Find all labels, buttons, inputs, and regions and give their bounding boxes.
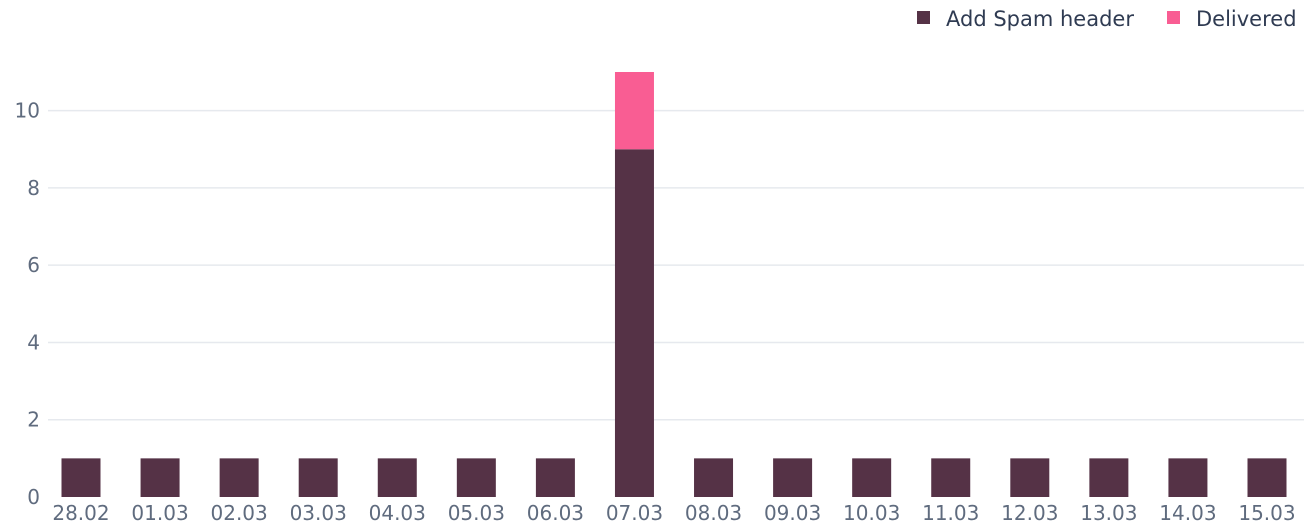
bar-add-spam-header-08.03[interactable] [694,458,734,497]
x-tick-label: 02.03 [211,501,268,524]
x-tick-label: 11.03 [922,501,979,524]
bar-add-spam-header-02.03[interactable] [219,458,259,497]
x-tick-label: 03.03 [290,501,347,524]
bar-add-spam-header-13.03[interactable] [1089,458,1129,497]
x-tick-label: 09.03 [764,501,821,524]
bar-add-spam-header-11.03[interactable] [931,458,971,497]
bar-add-spam-header-12.03[interactable] [1010,458,1050,497]
legend-swatch [1167,11,1180,24]
y-tick-label: 8 [27,176,40,200]
y-tick-label: 10 [15,99,40,123]
bar-add-spam-header-01.03[interactable] [140,458,180,497]
x-tick-label: 04.03 [369,501,426,524]
bar-add-spam-header-15.03[interactable] [1247,458,1287,497]
y-tick-label: 4 [27,330,40,354]
x-axis-ticks: 28.02 01.03 02.03 03.03 04.03 05.03 06.03 07.03… [52,501,1295,524]
bar-add-spam-header-04.03[interactable] [377,458,417,497]
x-tick-label: 06.03 [527,501,584,524]
y-axis-ticks: 0 2 4 6 8 10 [15,99,40,509]
bar-add-spam-header-06.03[interactable] [535,458,575,497]
gridlines [48,109,1304,421]
legend-item-delivered[interactable]: Delivered [1167,7,1297,31]
x-tick-label: 12.03 [1001,501,1058,524]
y-tick-label: 6 [27,253,40,277]
bar-add-spam-header-10.03[interactable] [852,458,892,497]
bars [61,72,1287,498]
legend-label: Add Spam header [946,7,1134,31]
y-tick-label: 0 [27,485,40,509]
x-tick-label: 10.03 [843,501,900,524]
bar-add-spam-header-28.02[interactable] [61,458,101,497]
legend[interactable]: Add Spam header Delivered [917,7,1297,31]
legend-item-add-spam-header[interactable]: Add Spam header [917,7,1134,31]
x-tick-label: 08.03 [685,501,742,524]
x-tick-label: 28.02 [52,501,109,524]
y-tick-label: 2 [27,408,40,432]
x-tick-label: 01.03 [131,501,188,524]
x-tick-label: 13.03 [1080,501,1137,524]
bar-add-spam-header-05.03[interactable] [456,458,496,497]
x-tick-label: 14.03 [1159,501,1216,524]
bar-add-spam-header-14.03[interactable] [1168,458,1208,497]
legend-swatch [917,11,930,24]
x-tick-label: 07.03 [606,501,663,524]
bar-add-spam-header-07.03[interactable] [614,149,654,498]
x-tick-label: 05.03 [448,501,505,524]
x-tick-label: 15.03 [1238,501,1295,524]
bar-add-spam-header-09.03[interactable] [773,458,813,497]
bar-delivered-07.03[interactable] [614,72,654,150]
legend-label: Delivered [1196,7,1297,31]
bar-add-spam-header-03.03[interactable] [298,458,338,497]
